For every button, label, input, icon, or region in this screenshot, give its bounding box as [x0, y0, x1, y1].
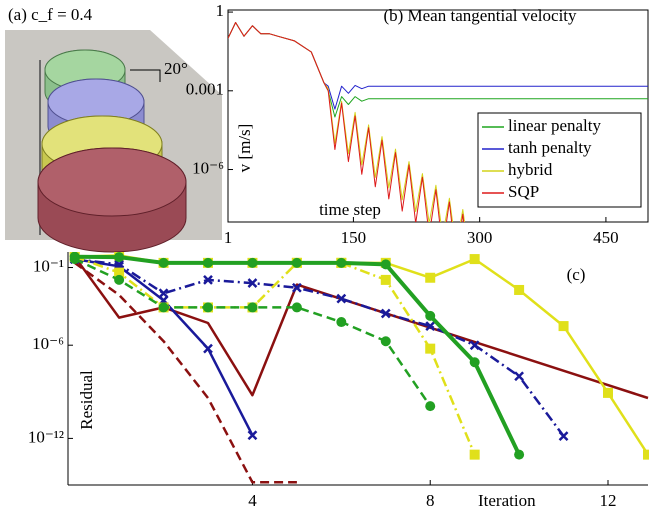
x-tick-label: 1	[224, 228, 233, 247]
y-tick-label: 0.001	[186, 80, 224, 99]
marker	[158, 257, 169, 268]
marker	[336, 317, 347, 328]
marker	[558, 321, 569, 332]
series-line	[74, 257, 432, 407]
marker	[425, 343, 436, 354]
marker	[514, 284, 525, 295]
marker	[203, 302, 213, 313]
series-line	[228, 22, 477, 222]
marker	[291, 257, 302, 268]
marker	[425, 310, 436, 321]
marker	[292, 282, 302, 293]
angle-label: 20°	[164, 59, 188, 78]
x-tick-label: 300	[467, 228, 493, 247]
marker	[425, 401, 436, 412]
marker	[380, 259, 391, 270]
marker	[203, 257, 213, 268]
legend-label: tanh penalty	[508, 138, 592, 157]
legend-label: hybrid	[508, 160, 553, 179]
panel-a-title: (a) c_f = 0.4	[8, 5, 93, 24]
marker	[469, 254, 480, 265]
marker	[558, 431, 569, 442]
marker	[380, 274, 391, 285]
panel-label: (c)	[567, 265, 586, 284]
x-tick-label: 150	[341, 228, 367, 247]
marker	[380, 308, 391, 319]
legend-box	[477, 112, 642, 208]
series-line	[228, 22, 648, 110]
marker	[203, 275, 213, 285]
marker	[425, 321, 436, 331]
render-panel	[5, 30, 222, 253]
x-tick-label: 450	[593, 228, 619, 247]
marker	[336, 293, 347, 304]
y-axis-label: v [m/s]	[235, 124, 254, 173]
marker	[247, 430, 258, 441]
marker	[247, 257, 258, 268]
series-line	[73, 255, 649, 400]
marker	[469, 449, 480, 460]
marker	[469, 340, 480, 351]
x-tick-label: 4	[248, 491, 257, 510]
marker	[158, 288, 169, 299]
x-axis-label: Iteration	[478, 491, 536, 510]
marker	[514, 449, 525, 460]
series-line	[74, 257, 565, 437]
marker	[469, 357, 480, 368]
marker	[203, 343, 213, 354]
y-axis-label: Residual	[77, 370, 96, 430]
marker	[247, 278, 258, 288]
legend-label: SQP	[508, 182, 539, 201]
series-line	[74, 255, 476, 456]
series-line	[74, 254, 649, 456]
plot-frame	[227, 9, 649, 223]
y-tick-label: 10⁻¹²	[28, 427, 64, 446]
marker	[380, 336, 391, 347]
y-tick-label: 10⁻⁶	[32, 334, 64, 353]
marker	[114, 274, 125, 285]
marker	[114, 252, 125, 263]
y-tick-label: 10⁻¹	[33, 256, 64, 275]
series-line	[228, 22, 648, 118]
marker	[291, 302, 302, 313]
marker	[425, 272, 436, 283]
y-tick-label: 1	[216, 1, 225, 20]
x-tick-label: 8	[426, 491, 435, 510]
marker	[247, 302, 258, 313]
marker	[158, 302, 169, 313]
y-tick-label: 10⁻⁶	[192, 158, 224, 177]
series-line	[73, 261, 297, 484]
marker	[603, 387, 613, 398]
marker	[514, 371, 524, 382]
marker	[114, 267, 125, 278]
marker	[643, 449, 649, 460]
chart-title: (b) Mean tangential velocity	[383, 6, 577, 25]
series-line	[74, 257, 254, 436]
plot-area	[228, 22, 648, 222]
series-line	[228, 22, 465, 222]
legend-label: linear penalty	[508, 116, 601, 135]
x-axis-label: time step	[319, 200, 381, 219]
marker	[69, 254, 80, 265]
x-tick-label: 12	[600, 491, 617, 510]
plot-area	[69, 252, 649, 484]
marker	[336, 257, 347, 268]
marker	[114, 259, 124, 270]
